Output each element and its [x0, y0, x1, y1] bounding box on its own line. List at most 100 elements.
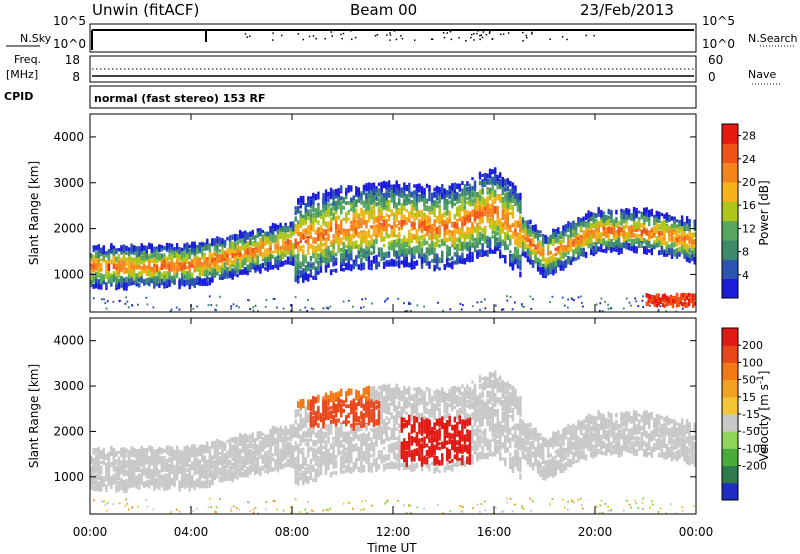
velocity-cell: [132, 479, 136, 488]
power-cell: [410, 238, 414, 243]
power-cell: [673, 219, 676, 227]
power-cell: [110, 244, 113, 250]
power-cell: [456, 223, 459, 229]
power-cell: [420, 242, 424, 248]
power-cell: [289, 221, 292, 228]
power-cell: [385, 251, 388, 259]
power-cell: [193, 250, 196, 256]
power-cell: [377, 247, 381, 254]
power-cell: [451, 199, 454, 205]
power-cell: [95, 275, 98, 281]
velocity-cell: [168, 474, 171, 479]
power-cell: [92, 275, 95, 283]
power-cell: [405, 238, 408, 242]
power-cell: [554, 252, 557, 257]
power-cell: [165, 263, 169, 267]
power-cell: [191, 258, 194, 265]
noise-search-dot: [308, 35, 311, 38]
power-cell: [584, 251, 588, 259]
noise-search-dot: [430, 38, 433, 40]
power-cell: [274, 224, 277, 232]
power-cell: [304, 240, 307, 244]
power-cell: [322, 243, 325, 247]
power-cell: [299, 270, 302, 278]
power-cell: [158, 252, 161, 261]
power-cell: [400, 206, 403, 215]
power-cell: [687, 292, 691, 297]
power-cell: [456, 250, 459, 256]
power-cell: [390, 186, 393, 192]
power-cell: [309, 220, 313, 227]
velocity-cell: [102, 456, 105, 463]
power-cell: [360, 263, 363, 271]
noise-search-dot: [342, 32, 345, 35]
power-cell: [453, 251, 456, 257]
power-cell: [673, 242, 676, 248]
power-cell: [299, 245, 302, 252]
power-cell: [302, 235, 305, 240]
velocity-cell: [110, 477, 113, 486]
power-cell: [468, 202, 472, 207]
power-cell: [360, 240, 363, 247]
noise-search-dot: [414, 39, 416, 41]
noise-search-dot: [312, 35, 315, 37]
power-cell: [595, 231, 598, 239]
power-cell: [357, 188, 360, 192]
power-cell: [340, 200, 343, 208]
power-cell: [400, 192, 403, 198]
power-cell: [115, 269, 118, 274]
velocity-cell: [97, 451, 100, 455]
velocity-cell: [145, 480, 148, 488]
power-cell: [115, 272, 118, 277]
power-cell: [531, 260, 535, 267]
power-cell: [226, 272, 229, 279]
noise-search-dot: [376, 34, 379, 36]
velocity-cell: [107, 465, 111, 474]
power-cell: [552, 261, 555, 268]
power-cell: [132, 251, 136, 255]
power-cell: [146, 303, 149, 306]
power-cell: [249, 262, 252, 267]
noise-search-dot: [443, 36, 446, 39]
power-cell: [254, 236, 257, 240]
colorbar-swatch: [722, 220, 738, 241]
power-cell: [324, 229, 328, 236]
power-cell: [483, 203, 487, 208]
velocity-cell: [138, 460, 141, 467]
power-cell: [607, 226, 610, 234]
power-cell: [650, 227, 653, 233]
power-cell: [251, 247, 254, 255]
power-cell: [95, 282, 98, 289]
power-cell: [539, 266, 542, 272]
power-cell: [446, 258, 449, 265]
power-cell: [385, 260, 388, 267]
power-cell: [685, 243, 689, 248]
power-cell: [124, 302, 127, 305]
velocity-cell: [105, 484, 108, 490]
power-cell: [400, 204, 403, 208]
power-cell: [456, 244, 459, 253]
power-cell: [420, 248, 424, 254]
power-cell: [345, 236, 348, 241]
power-cell: [371, 302, 373, 305]
power-cell: [577, 217, 580, 223]
velocity-cell: [127, 477, 131, 481]
power-cell: [456, 237, 459, 243]
power-cell: [438, 239, 441, 243]
power-cell: [552, 253, 555, 259]
power-cell: [117, 278, 121, 283]
power-cell: [375, 202, 378, 207]
power-cell: [120, 250, 123, 255]
power-cell: [127, 257, 131, 265]
power-cell: [228, 249, 232, 256]
nave-tick-bottom: 0: [708, 70, 716, 84]
power-cell: [671, 299, 675, 304]
power-cell: [516, 193, 520, 199]
power-cell: [574, 226, 578, 235]
power-cell: [562, 225, 565, 233]
power-cell: [193, 278, 196, 285]
power-cell: [350, 234, 353, 238]
power-cell: [201, 267, 204, 275]
power-cell: [130, 256, 133, 263]
power-cell: [218, 267, 222, 271]
